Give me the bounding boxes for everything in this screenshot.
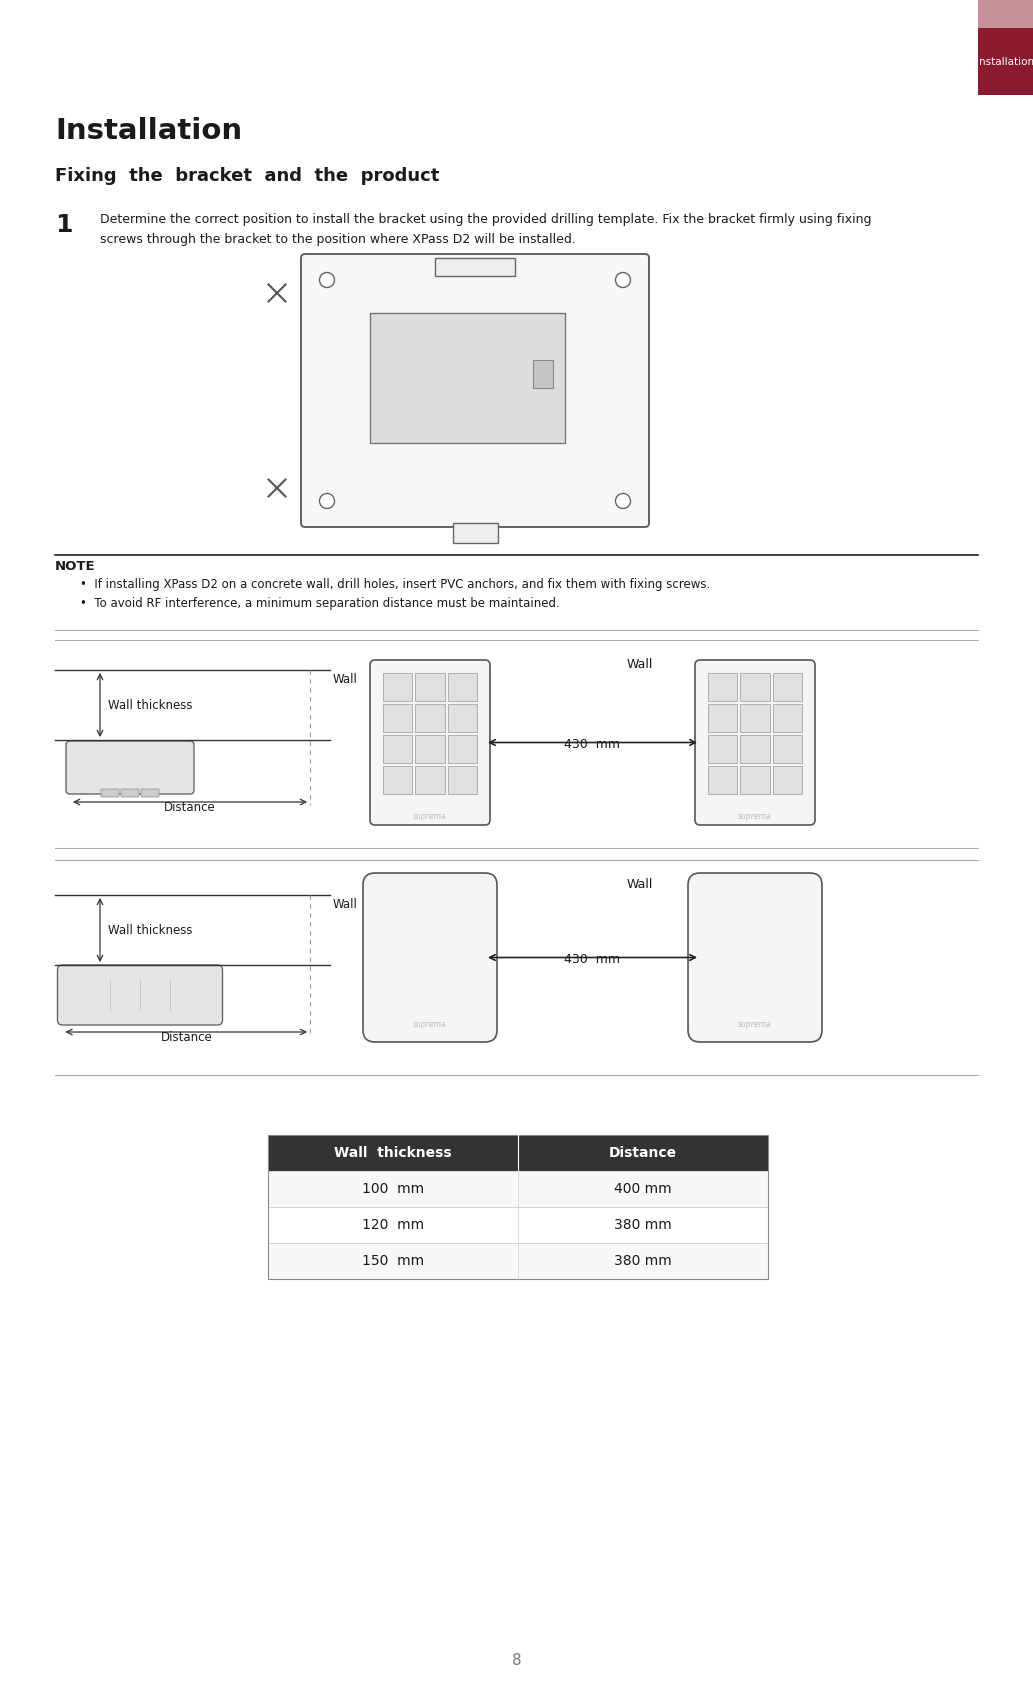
Text: Distance: Distance [164,801,216,815]
Bar [383,673,412,702]
Bar [978,29,1033,94]
Circle shape [616,273,630,287]
Bar [383,736,412,763]
FancyBboxPatch shape [363,872,497,1043]
Text: 400 mm: 400 mm [615,1183,671,1196]
Text: 430  mm: 430 mm [564,953,621,965]
Text: suprema: suprema [739,1021,772,1029]
Bar [268,1206,768,1243]
Text: Installation: Installation [55,116,242,145]
Text: suprema: suprema [413,811,447,822]
Text: Wall: Wall [333,673,357,687]
Bar [447,673,477,702]
Circle shape [319,273,335,287]
Text: 430  mm: 430 mm [564,737,621,751]
Bar [370,314,565,444]
Bar [741,766,770,795]
Circle shape [616,494,630,508]
Bar [415,703,444,732]
Bar [773,766,802,795]
Bar [708,766,738,795]
Bar [435,258,515,277]
Bar [447,766,477,795]
Bar [415,736,444,763]
Text: Distance: Distance [160,1031,212,1044]
Text: 150  mm: 150 mm [362,1253,425,1269]
FancyBboxPatch shape [301,255,649,526]
Bar [415,673,444,702]
Bar [268,1243,768,1279]
Text: •  If installing XPass D2 on a concrete wall, drill holes, insert PVC anchors, a: • If installing XPass D2 on a concrete w… [80,579,711,590]
Bar [268,1135,768,1171]
Text: Distance: Distance [608,1145,677,1161]
Bar [383,703,412,732]
Text: •  To avoid RF interference, a minimum separation distance must be maintained.: • To avoid RF interference, a minimum se… [80,597,560,611]
FancyBboxPatch shape [688,872,822,1043]
Text: 100  mm: 100 mm [362,1183,425,1196]
Text: suprema: suprema [413,1021,447,1029]
Bar [741,673,770,702]
Bar [741,703,770,732]
Bar [447,736,477,763]
Text: Wall: Wall [627,658,653,671]
Text: 8: 8 [511,1653,522,1668]
Bar [773,736,802,763]
Text: Wall thickness: Wall thickness [108,923,192,936]
FancyBboxPatch shape [121,790,139,796]
Text: Installation: Installation [976,57,1033,67]
FancyBboxPatch shape [66,741,194,795]
FancyBboxPatch shape [101,790,119,796]
Text: Determine the correct position to install the bracket using the provided drillin: Determine the correct position to instal… [100,213,872,226]
FancyBboxPatch shape [695,660,815,825]
Bar [773,703,802,732]
Text: Fixing  the  bracket  and  the  product: Fixing the bracket and the product [55,167,439,186]
Bar [708,703,738,732]
Text: 120  mm: 120 mm [362,1218,425,1232]
Text: 380 mm: 380 mm [615,1218,671,1232]
Text: 380 mm: 380 mm [615,1253,671,1269]
Bar [741,736,770,763]
Bar [447,703,477,732]
Bar [415,766,444,795]
Text: 1: 1 [55,213,72,236]
FancyBboxPatch shape [370,660,490,825]
Text: Wall thickness: Wall thickness [108,698,192,712]
Bar [773,673,802,702]
Bar [708,673,738,702]
Text: Wall  thickness: Wall thickness [335,1145,451,1161]
Bar [533,359,553,388]
Text: suprema: suprema [739,811,772,822]
Bar [268,1171,768,1206]
Circle shape [319,494,335,508]
Text: screws through the bracket to the position where XPass D2 will be installed.: screws through the bracket to the positi… [100,233,575,246]
Bar [268,1135,768,1279]
Bar [708,736,738,763]
FancyBboxPatch shape [58,965,222,1026]
Text: NOTE: NOTE [55,560,96,574]
Bar [978,0,1033,29]
Bar [383,766,412,795]
FancyBboxPatch shape [140,790,159,796]
Text: Wall: Wall [333,897,357,911]
Bar [452,523,498,543]
Text: Wall: Wall [627,877,653,891]
